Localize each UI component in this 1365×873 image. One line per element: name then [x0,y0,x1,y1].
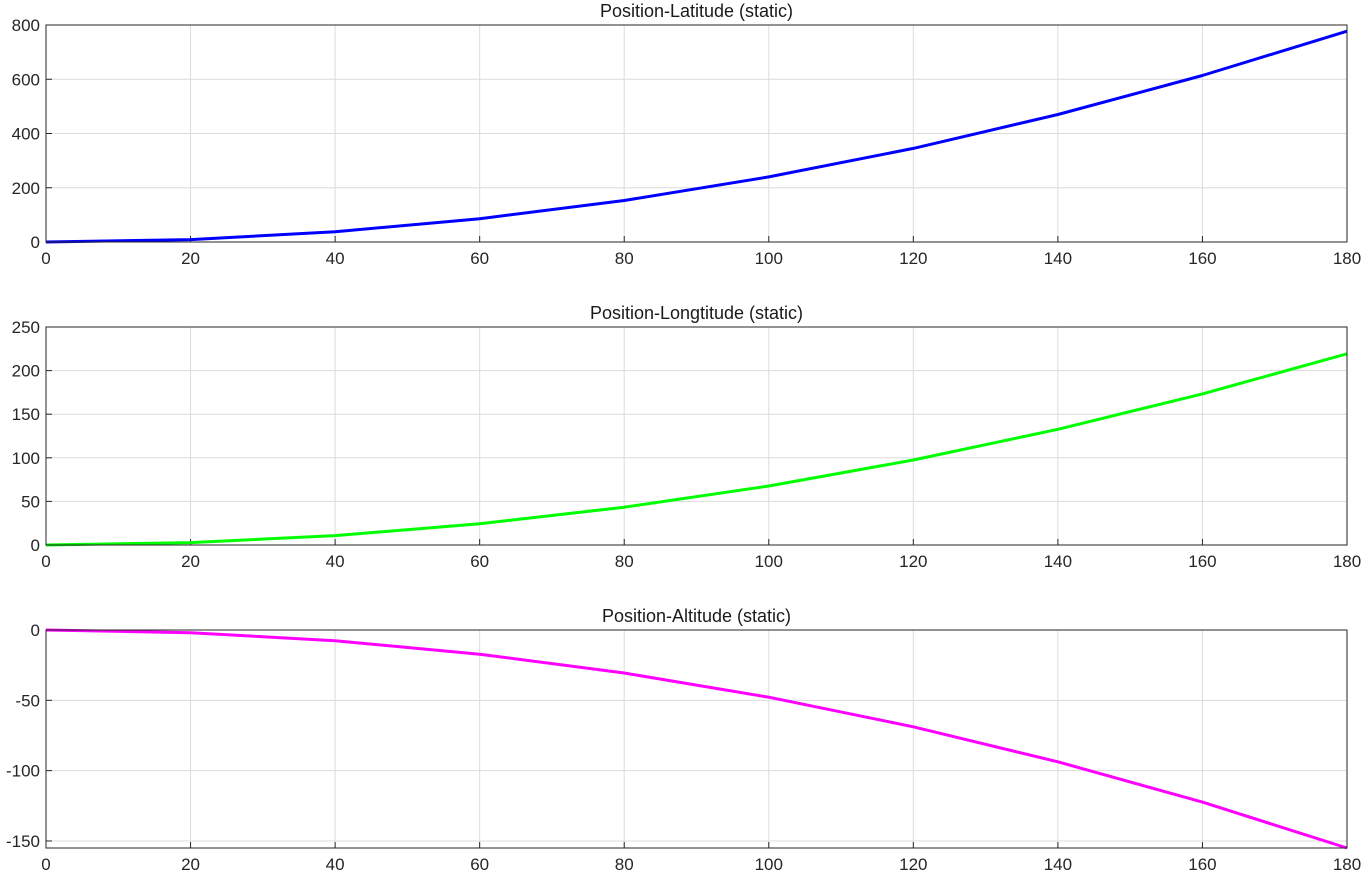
x-tick-label: 140 [1044,249,1072,268]
x-tick-label: 40 [326,249,345,268]
x-tick-label: 60 [470,552,489,571]
x-tick-label: 120 [899,552,927,571]
x-tick-label: 160 [1188,249,1216,268]
series-line [45,352,1348,547]
y-tick-label: 0 [31,536,40,555]
series-line [45,628,1348,850]
y-tick-label: 100 [12,449,40,468]
series-line [45,29,1348,244]
x-tick-label: 80 [615,552,634,571]
y-tick-label: 0 [31,233,40,252]
x-tick-label: 0 [41,552,50,571]
y-tick-label: 200 [12,179,40,198]
y-tick-label: 250 [12,318,40,337]
x-tick-label: 20 [181,552,200,571]
x-tick-label: 0 [41,855,50,873]
x-tick-label: 120 [899,249,927,268]
latitude-plot: Position-Latitude (static) 0 20 40 60 80 100 1… [12,1,1362,268]
longitude-plot: Position-Longtitude (static) 0 20 40 60 80 10… [12,303,1362,571]
y-tick-label: 50 [21,492,40,511]
axes-box [45,326,1348,546]
axis-ticks: 0 20 40 60 80 100 120 140 160 180 0 -50 -100 -150 [6,621,1361,873]
x-tick-label: 80 [615,855,634,873]
y-tick-label: 0 [31,621,40,640]
x-tick-label: 40 [326,552,345,571]
x-tick-label: 160 [1188,855,1216,873]
axis-ticks: 0 20 40 60 80 100 120 140 160 180 0 200 400 600 800 [12,16,1362,268]
axes-box [45,24,1348,243]
x-tick-label: 120 [899,855,927,873]
plot-title: Position-Latitude (static) [600,1,793,21]
y-tick-label: -100 [6,762,40,781]
y-tick-label: 800 [12,16,40,35]
altitude-plot: Position-Altitude (static) 0 20 40 60 80 100 1… [6,606,1361,873]
x-tick-label: 20 [181,249,200,268]
x-tick-label: 60 [470,855,489,873]
y-tick-label: -150 [6,832,40,851]
x-tick-label: 80 [615,249,634,268]
grid [45,326,1348,546]
y-tick-label: 600 [12,70,40,89]
axes-box [45,629,1348,849]
x-tick-label: 160 [1188,552,1216,571]
grid [45,24,1348,243]
plot-title: Position-Longtitude (static) [590,303,803,323]
y-tick-label: 150 [12,405,40,424]
x-tick-label: 40 [326,855,345,873]
plot-title: Position-Altitude (static) [602,606,791,626]
x-tick-label: 0 [41,249,50,268]
grid [45,629,1348,848]
x-tick-label: 100 [755,855,783,873]
x-tick-label: 140 [1044,552,1072,571]
x-tick-label: 20 [181,855,200,873]
x-tick-label: 100 [755,249,783,268]
x-tick-label: 140 [1044,855,1072,873]
y-tick-label: 400 [12,125,40,144]
x-tick-label: 60 [470,249,489,268]
x-tick-label: 100 [755,552,783,571]
axis-ticks: 0 20 40 60 80 100 120 140 160 180 0 50 100 150 200 250 [12,318,1362,571]
x-tick-label: 180 [1333,855,1361,873]
x-tick-label: 180 [1333,552,1361,571]
x-tick-label: 180 [1333,249,1361,268]
y-tick-label: 200 [12,362,40,381]
y-tick-label: -50 [15,691,40,710]
